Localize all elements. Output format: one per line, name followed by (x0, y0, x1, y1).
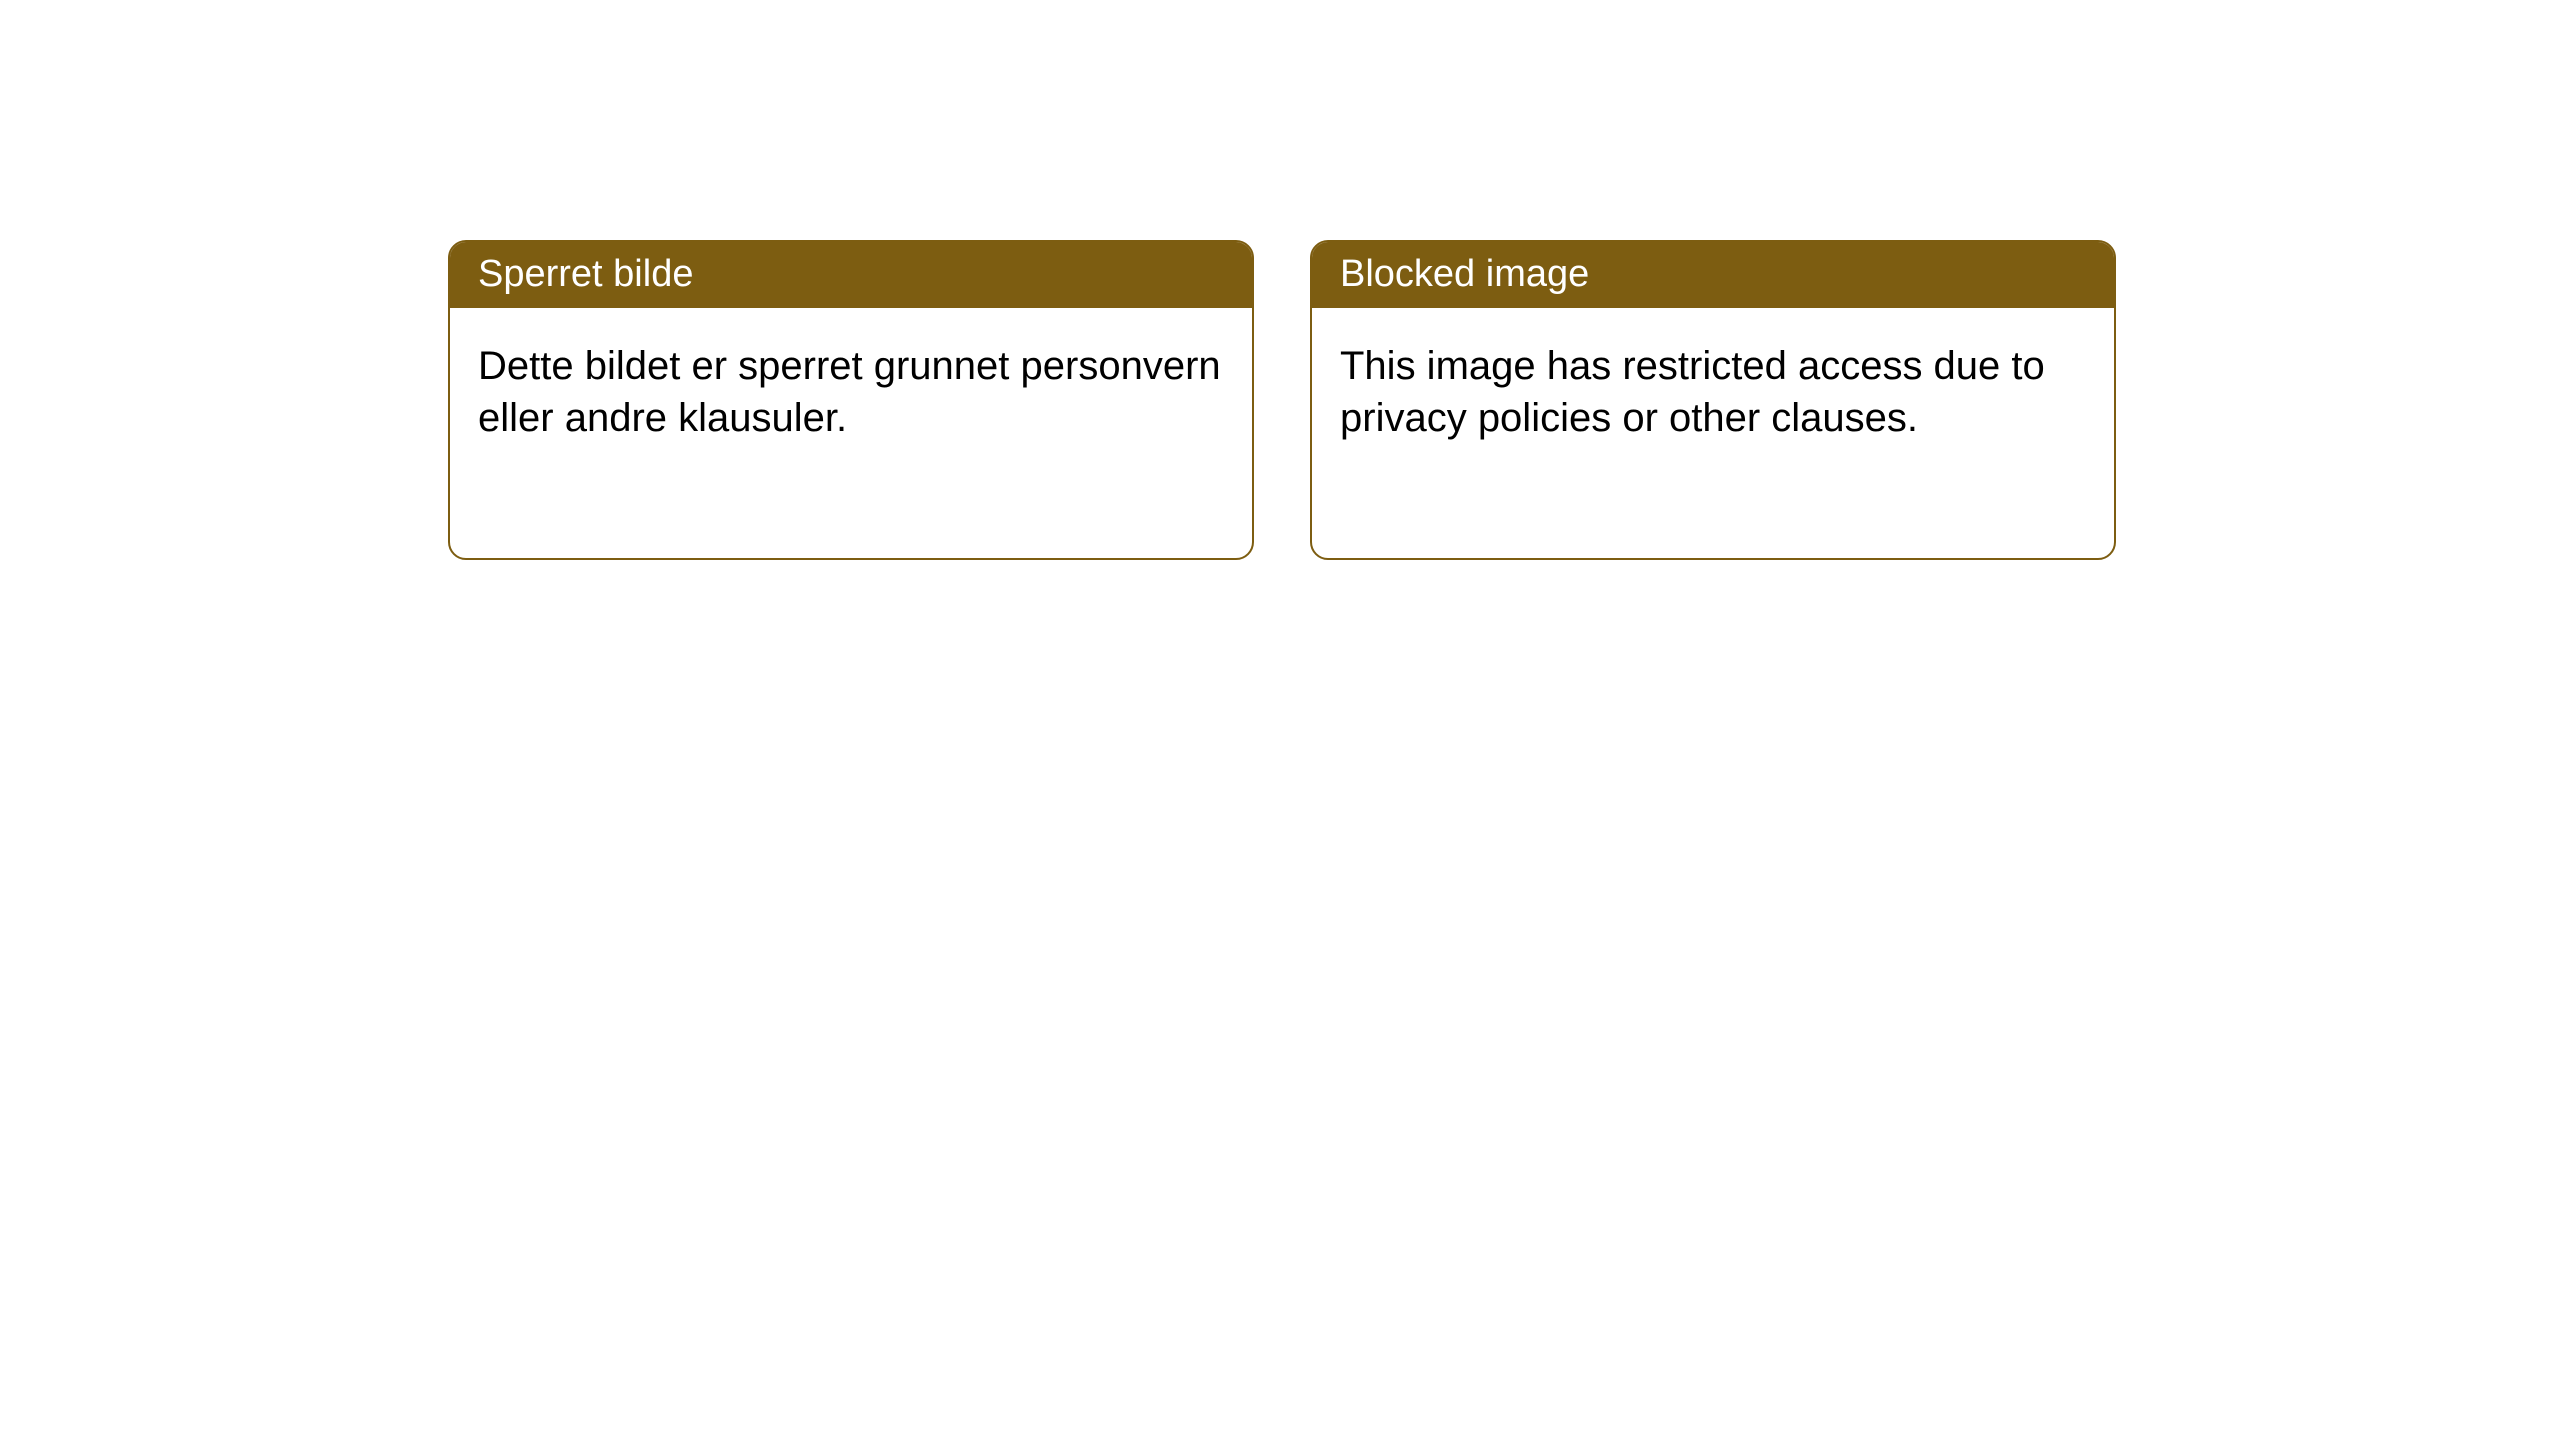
notice-body: This image has restricted access due to … (1312, 308, 2114, 558)
notice-header: Sperret bilde (450, 242, 1252, 308)
notice-card-norwegian: Sperret bilde Dette bildet er sperret gr… (448, 240, 1254, 560)
notice-body: Dette bildet er sperret grunnet personve… (450, 308, 1252, 558)
notice-header: Blocked image (1312, 242, 2114, 308)
notice-container: Sperret bilde Dette bildet er sperret gr… (0, 0, 2560, 560)
notice-card-english: Blocked image This image has restricted … (1310, 240, 2116, 560)
